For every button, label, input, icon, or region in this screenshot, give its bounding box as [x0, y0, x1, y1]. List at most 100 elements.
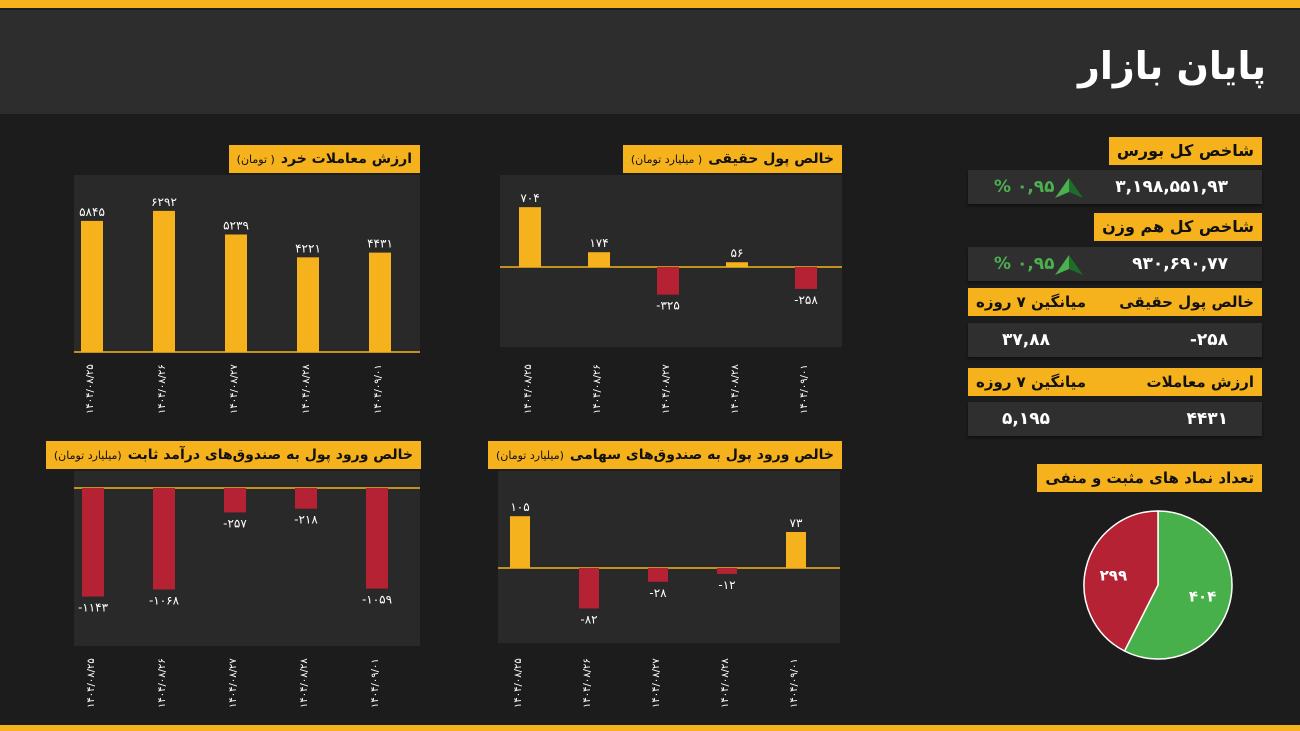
equityfunds-tick-label-3: ۱۴۰۴/۰۸/۲۸ [720, 658, 731, 708]
index-equal-label: شاخص کل هم وزن [1094, 213, 1262, 241]
equityfunds-tick-label-4: ۱۴۰۴/۰۹/۰۱ [789, 658, 800, 708]
trade-value-label: ارزش معاملات [1146, 373, 1254, 391]
trade-value-avg: ۵,۱۹۵ [1002, 409, 1050, 429]
equityfunds-bar-2 [648, 568, 668, 582]
real-money-row: -۲۵۸ ۳۷,۸۸ [968, 323, 1262, 357]
equityfunds-tick-label-1: ۱۴۰۴/۰۸/۲۶ [582, 658, 593, 708]
retail-data-label-2: ۵۲۳۹ [223, 218, 249, 232]
retail-chart-panel: ۵۸۴۵ ۶۲۹۲ ۵۲۳۹ ۴۲۲۱ ۴۴۳۱ [74, 175, 420, 353]
index-equal-value: ۹۳۰,۶۹۰,۷۷ [1132, 254, 1228, 274]
up-arrow-icon [1055, 255, 1083, 275]
pie-label-positive: ۴۰۴ [1189, 588, 1216, 606]
retail-chart-title: ارزش معاملات خرد ( تومان) [228, 145, 420, 173]
retail-unit-text: ( تومان) [236, 153, 275, 166]
realmoney-bar-2 [657, 267, 679, 295]
pie-title: تعداد نماد های مثبت و منفی [1037, 464, 1262, 492]
fixedincome-unit-text: (میلیارد تومان) [53, 449, 122, 462]
realmoney-chart-panel: ۷۰۴ ۱۷۴ -۳۲۵ ۵۶ -۲۵۸ [500, 175, 842, 347]
fixedincome-tick-label-1: ۱۴۰۴/۰۸/۲۶ [157, 658, 168, 708]
fixedincome-data-label-3: -۲۱۸ [294, 513, 318, 527]
retail-data-label-0: ۵۸۴۵ [79, 205, 105, 219]
fixedincome-bar-4 [366, 488, 388, 589]
breadth-pie-chart: ۴۰۴ ۲۹۹ [1083, 510, 1233, 660]
trade-value-row: ۴۴۳۱ ۵,۱۹۵ [968, 402, 1262, 436]
up-arrow-icon [1055, 178, 1083, 198]
retail-bar-2 [225, 234, 247, 352]
real-money-label: خالص پول حقیقی [1119, 293, 1254, 311]
equityfunds-bar-1 [579, 568, 599, 609]
equityfunds-data-label-0: ۱۰۵ [510, 500, 529, 514]
fixedincome-tick-label-4: ۱۴۰۴/۰۹/۰۱ [370, 658, 381, 708]
equityfunds-tick-label-0: ۱۴۰۴/۰۸/۲۵ [513, 658, 524, 708]
pie-slice-positive [1123, 510, 1233, 660]
equityfunds-data-label-4: ۷۳ [790, 516, 803, 530]
retail-tick-label-2: ۱۴۰۴/۰۸/۲۷ [229, 364, 240, 414]
fixedincome-bar-0 [82, 488, 104, 597]
fixedincome-data-label-1: -۱۰۶۸ [149, 593, 180, 607]
real-money-avg-label: میانگین ۷ روزه [976, 293, 1087, 311]
fixedincome-tick-label-0: ۱۴۰۴/۰۸/۲۵ [86, 658, 97, 708]
fixedincome-chart-title: خالص ورود پول به صندوق‌های درآمد ثابت (می… [45, 441, 421, 469]
real-money-header: خالص پول حقیقی میانگین ۷ روزه [968, 288, 1262, 316]
equityfunds-chart: ۱۰۵ -۸۲ -۲۸ -۱۲ ۷۳ [498, 500, 840, 626]
retail-data-label-1: ۶۲۹۲ [151, 195, 177, 209]
index-total-value: ۳,۱۹۸,۵۵۱,۹۳ [1115, 177, 1228, 197]
equityfunds-unit-text: (میلیارد تومان) [496, 449, 564, 462]
realmoney-unit-text: ( میلیارد تومان) [630, 153, 703, 166]
realmoney-data-label-0: ۷۰۴ [520, 191, 539, 205]
realmoney-tick-label-2: ۱۴۰۴/۰۸/۲۷ [661, 364, 672, 414]
realmoney-data-label-3: ۵۶ [731, 246, 744, 260]
retail-bar-3 [297, 257, 319, 352]
realmoney-tick-label-3: ۱۴۰۴/۰۸/۲۸ [730, 364, 741, 414]
fixedincome-bar-1 [153, 488, 175, 590]
equityfunds-data-label-3: -۱۲ [718, 578, 735, 592]
fixedincome-data-label-0: -۱۱۴۳ [78, 601, 109, 615]
equityfunds-tick-label-2: ۱۴۰۴/۰۸/۲۷ [651, 658, 662, 708]
retail-tick-label-4: ۱۴۰۴/۰۹/۰۱ [373, 364, 384, 414]
equityfunds-bar-0 [510, 516, 530, 568]
fixedincome-title-text: خالص ورود پول به صندوق‌های درآمد ثابت [127, 447, 413, 463]
index-total-change: % ۰,۹۵ [994, 177, 1055, 197]
retail-bar-1 [153, 210, 175, 352]
retail-data-label-3: ۴۲۲۱ [295, 241, 321, 255]
retail-data-label-4: ۴۴۳۱ [367, 237, 393, 251]
trade-value-value: ۴۴۳۱ [1186, 409, 1228, 429]
fixedincome-tick-label-3: ۱۴۰۴/۰۸/۲۸ [299, 658, 310, 708]
realmoney-bar-3 [726, 262, 748, 267]
fixedincome-data-label-2: -۲۵۷ [223, 516, 247, 530]
real-money-value: -۲۵۸ [1189, 330, 1228, 350]
realmoney-bar-0 [519, 207, 541, 267]
fixedincome-bar-3 [295, 488, 317, 509]
trade-value-header: ارزش معاملات میانگین ۷ روزه [968, 368, 1262, 396]
pie-slice-negative [1083, 510, 1159, 653]
retail-tick-label-3: ۱۴۰۴/۰۸/۲۸ [301, 364, 312, 414]
realmoney-bar-4 [795, 267, 817, 289]
realmoney-data-label-1: ۱۷۴ [589, 236, 608, 250]
equityfunds-title-text: خالص ورود پول به صندوق‌های سهامی [569, 447, 834, 463]
page-title: پایان بازار [1077, 44, 1266, 88]
header: پایان بازار [0, 10, 1300, 114]
equityfunds-data-label-1: -۸۲ [580, 612, 597, 626]
top-accent-bar [0, 0, 1300, 8]
realmoney-tick-label-1: ۱۴۰۴/۰۸/۲۶ [592, 364, 603, 414]
real-money-avg: ۳۷,۸۸ [1002, 330, 1050, 350]
realmoney-data-label-4: -۲۵۸ [794, 293, 818, 307]
equityfunds-bar-3 [717, 568, 737, 574]
fixedincome-tick-label-2: ۱۴۰۴/۰۸/۲۷ [228, 658, 239, 708]
retail-chart: ۵۸۴۵ ۶۲۹۲ ۵۲۳۹ ۴۲۲۱ ۴۴۳۱ [74, 195, 420, 353]
retail-title-text: ارزش معاملات خرد [280, 151, 412, 167]
realmoney-chart: ۷۰۴ ۱۷۴ -۳۲۵ ۵۶ -۲۵۸ [500, 191, 842, 313]
fixedincome-bar-2 [224, 488, 246, 513]
equityfunds-data-label-2: -۲۸ [649, 586, 667, 600]
index-equal-row: ۹۳۰,۶۹۰,۷۷ % ۰,۹۵ [968, 247, 1262, 281]
realmoney-data-label-2: -۳۲۵ [656, 299, 680, 313]
pie-label-negative: ۲۹۹ [1100, 566, 1127, 584]
retail-tick-label-1: ۱۴۰۴/۰۸/۲۶ [157, 364, 168, 414]
equityfunds-chart-title: خالص ورود پول به صندوق‌های سهامی (میلیارد… [488, 441, 842, 469]
realmoney-title-text: خالص پول حقیقی [708, 151, 834, 167]
realmoney-chart-title: خالص پول حقیقی ( میلیارد تومان) [622, 145, 842, 173]
fixedincome-data-label-4: -۱۰۵۹ [362, 593, 392, 607]
retail-tick-label-0: ۱۴۰۴/۰۸/۲۵ [85, 364, 96, 414]
index-equal-change: % ۰,۹۵ [994, 254, 1055, 274]
realmoney-tick-label-4: ۱۴۰۴/۰۹/۰۱ [799, 364, 810, 414]
